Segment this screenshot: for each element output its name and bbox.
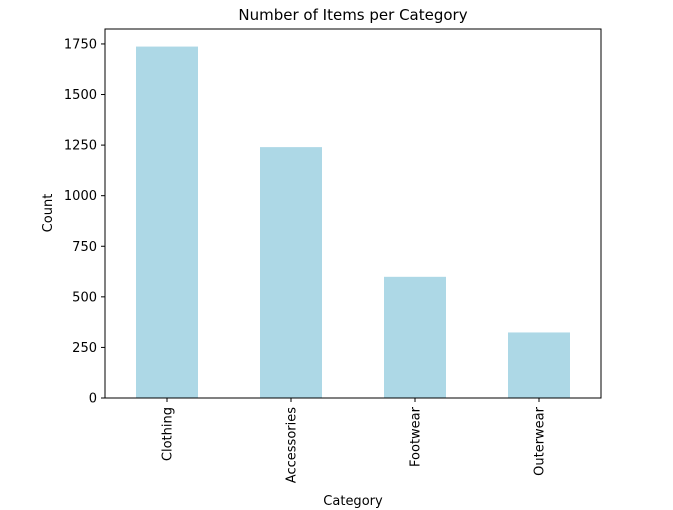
y-tick-label: 1750 [64,37,97,52]
y-tick-label: 250 [72,341,97,356]
y-axis: 0 250 500 750 1000 1250 1500 1750 [64,37,105,407]
x-axis-label: Category [323,494,383,509]
plot-area-frame [104,28,602,399]
bar-accessories [260,147,322,398]
chart-title: Number of Items per Category [238,6,467,24]
bar-footwear [384,276,446,398]
y-tick-label: 750 [72,240,97,255]
x-tick-label: Clothing [161,407,176,461]
y-tick-label: 1500 [64,88,97,103]
x-axis: Clothing Accessories Footwear Outerwear [161,398,548,483]
y-tick-label: 1250 [64,139,97,154]
bar-clothing [136,46,198,398]
y-tick-label: 0 [89,392,97,407]
y-tick-label: 1000 [64,189,97,204]
bar-outerwear [508,332,570,398]
x-tick-label: Outerwear [533,406,548,476]
y-tick-label: 500 [72,290,97,305]
x-tick-label: Footwear [409,406,424,467]
bars-layer [136,46,570,398]
x-tick-label: Accessories [285,407,300,483]
y-axis-label: Count [41,194,56,233]
